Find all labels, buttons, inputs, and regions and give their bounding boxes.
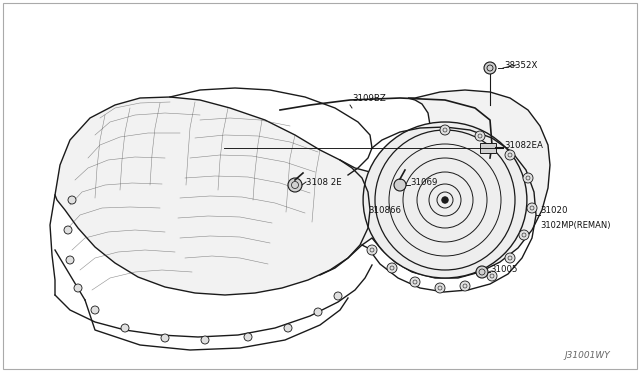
Circle shape [288, 178, 302, 192]
Text: 3109BZ: 3109BZ [352, 94, 386, 103]
Circle shape [394, 179, 406, 191]
Circle shape [121, 324, 129, 332]
FancyBboxPatch shape [480, 143, 496, 153]
Circle shape [484, 62, 496, 74]
Text: 3108 2E: 3108 2E [306, 177, 342, 186]
Text: 31005: 31005 [490, 266, 518, 275]
Circle shape [367, 245, 377, 255]
Circle shape [91, 306, 99, 314]
Text: J31001WY: J31001WY [564, 351, 610, 360]
Circle shape [314, 308, 322, 316]
Circle shape [527, 203, 537, 213]
Circle shape [523, 173, 533, 183]
Text: 31069: 31069 [410, 177, 437, 186]
Circle shape [505, 253, 515, 263]
Circle shape [64, 226, 72, 234]
Circle shape [460, 281, 470, 291]
Circle shape [74, 284, 82, 292]
Text: 3102MP(REMAN): 3102MP(REMAN) [540, 221, 611, 230]
Circle shape [440, 125, 450, 135]
Text: 310866: 310866 [368, 205, 401, 215]
Text: 31020: 31020 [540, 205, 568, 215]
Polygon shape [55, 90, 550, 295]
Text: 31082EA: 31082EA [504, 141, 543, 150]
Ellipse shape [363, 122, 527, 278]
Text: 38352X: 38352X [504, 61, 538, 70]
Circle shape [284, 324, 292, 332]
Circle shape [519, 230, 529, 240]
Circle shape [505, 150, 515, 160]
Circle shape [435, 283, 445, 293]
Circle shape [201, 336, 209, 344]
Circle shape [487, 271, 497, 281]
Circle shape [476, 266, 488, 278]
Circle shape [387, 263, 397, 273]
Circle shape [66, 256, 74, 264]
Circle shape [442, 198, 447, 202]
Circle shape [68, 196, 76, 204]
Circle shape [244, 333, 252, 341]
Circle shape [475, 131, 485, 141]
Circle shape [161, 334, 169, 342]
Circle shape [410, 277, 420, 287]
Circle shape [334, 292, 342, 300]
